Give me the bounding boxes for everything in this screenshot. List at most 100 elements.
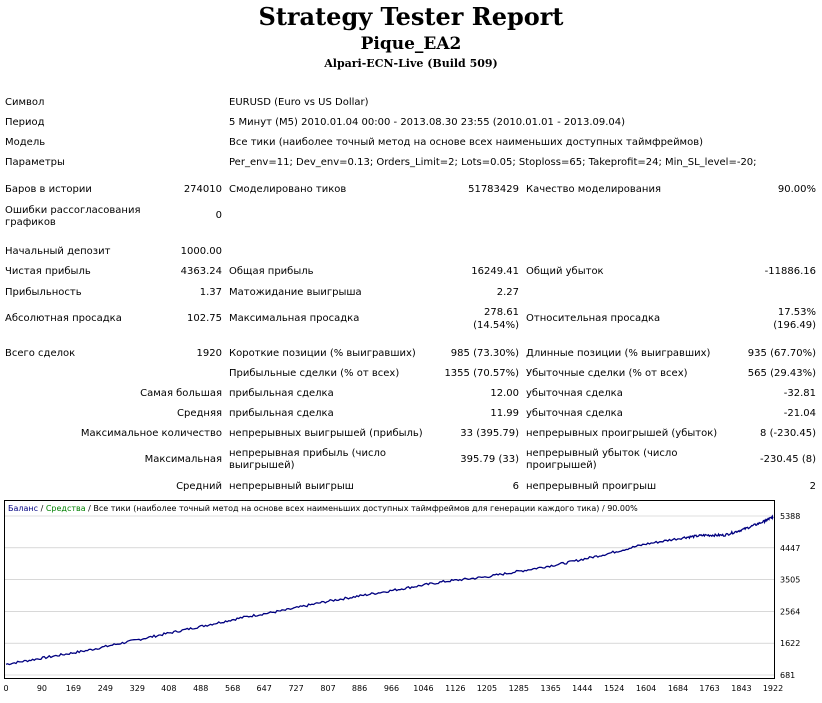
x-tick-label: 1444	[572, 684, 592, 693]
short-positions-label: Короткие позиции (% выигравших)	[229, 348, 416, 359]
loss-trades-label: Убыточные сделки (% от всех)	[526, 368, 688, 379]
legend-separator: /	[38, 504, 46, 513]
x-tick-label: 886	[352, 684, 367, 693]
ticks-label: Смоделировано тиков	[229, 184, 347, 195]
x-tick-label: 647	[257, 684, 272, 693]
x-tick-label: 1604	[636, 684, 656, 693]
cons-profit-label: непрерывная прибыль (число выигрышей)	[229, 448, 386, 471]
balance-series-line	[5, 514, 774, 666]
largest-label: Самая большая	[140, 388, 222, 399]
cons-loss-label: непрерывный убыток (число проигрышей)	[526, 448, 678, 471]
x-axis: 0 90 169 249 329 408 488 568 647 727 807 886 966 1046…	[4, 684, 783, 693]
quality-label: Качество моделирования	[526, 184, 661, 195]
model-label: Модель	[5, 137, 46, 148]
max-drawdown-value: 278.61	[484, 307, 519, 318]
largest-win-value: 12.00	[490, 388, 519, 399]
avg-cons-wins-label: непрерывный выигрыш	[229, 481, 354, 492]
x-tick-label: 1365	[541, 684, 561, 693]
params-value: Per_env=11; Dev_env=0.13; Orders_Limit=2…	[229, 157, 757, 168]
long-positions-value: 935 (67.70%)	[747, 348, 816, 359]
symbol-label: Символ	[5, 97, 45, 108]
rel-drawdown-value: 17.53%	[777, 307, 816, 318]
x-tick-label: 1763	[699, 684, 719, 693]
average-label: Средняя	[177, 408, 222, 419]
avg-cons-losses-value: 2	[809, 481, 816, 492]
svg-text:Баланс / Средства / Все тики (: Баланс / Средства / Все тики (наиболее т…	[8, 504, 638, 513]
profit-factor-label: Прибыльность	[5, 287, 82, 298]
avg-cons-wins-value: 6	[512, 481, 519, 492]
params-label: Параметры	[5, 157, 65, 168]
x-tick-label: 0	[4, 684, 9, 693]
net-profit-label: Чистая прибыль	[5, 266, 91, 277]
x-tick-label: 488	[193, 684, 208, 693]
y-tick-label: 4447	[780, 544, 800, 553]
server-name: Alpari-ECN-Live (Build 509)	[324, 57, 498, 70]
mismatch-value: 0	[215, 210, 222, 221]
total-trades-label: Всего сделок	[5, 348, 76, 359]
ticks-value: 51783429	[468, 184, 519, 195]
legend-equity: Средства	[46, 504, 86, 513]
gross-profit-label: Общая прибыль	[229, 266, 314, 277]
x-tick-label: 1046	[413, 684, 433, 693]
profit-trades-label: Прибыльные сделки (% от всех)	[229, 368, 400, 379]
payoff-value: 2.27	[496, 287, 519, 298]
cons-wins-label: непрерывных выигрышей (прибыль)	[229, 428, 423, 439]
x-tick-label: 90	[37, 684, 47, 693]
legend-description: Все тики (наиболее точный метод на основ…	[93, 504, 638, 513]
x-tick-label: 1684	[668, 684, 688, 693]
x-tick-label: 408	[161, 684, 176, 693]
cons-wins-value: 33 (395.79)	[460, 428, 519, 439]
gross-loss-value: -11886.16	[764, 266, 816, 277]
legend-balance: Баланс	[8, 504, 38, 513]
y-tick-label: 5388	[780, 512, 800, 521]
y-tick-label: 2564	[780, 607, 800, 616]
average-cons-label: Средний	[176, 481, 222, 492]
deposit-label: Начальный депозит	[5, 246, 111, 257]
profit-factor-value: 1.37	[199, 287, 222, 298]
abs-drawdown-label: Абсолютная просадка	[5, 313, 122, 324]
avg-cons-losses-label: непрерывный проигрыш	[526, 481, 657, 492]
model-value: Все тики (наиболее точный метод на основ…	[229, 137, 704, 148]
cons-loss-value: -230.45 (8)	[760, 454, 816, 465]
y-axis: 5388 4447 3505 2564 1622 681	[780, 512, 800, 680]
gross-profit-value: 16249.41	[471, 266, 519, 277]
net-profit-value: 4363.24	[180, 266, 222, 277]
cons-profit-value: 395.79 (33)	[460, 454, 519, 465]
y-tick-label: 1622	[780, 639, 800, 648]
largest-loss-value: -32.81	[783, 388, 816, 399]
bars-value: 274010	[183, 184, 222, 195]
y-tick-label: 3505	[780, 576, 800, 585]
balance-chart: Баланс / Средства / Все тики (наиболее т…	[4, 500, 800, 693]
y-tick-label: 681	[780, 671, 795, 680]
x-tick-label: 169	[66, 684, 81, 693]
max-drawdown-label: Максимальная просадка	[229, 313, 360, 324]
legend-separator-2: /	[86, 504, 94, 513]
x-tick-label: 1205	[477, 684, 497, 693]
rel-drawdown-label: Относительная просадка	[526, 313, 661, 324]
largest-loss-label: убыточная сделка	[526, 388, 623, 399]
period-label: Период	[5, 117, 45, 128]
x-tick-label: 1126	[445, 684, 465, 693]
abs-drawdown-value: 102.75	[187, 313, 222, 324]
max-count-label: Максимальное количество	[80, 428, 222, 439]
deposit-value: 1000.00	[180, 246, 222, 257]
rel-drawdown-amount: (196.49)	[773, 320, 816, 331]
avg-win-label: прибыльная сделка	[229, 408, 334, 419]
largest-win-label: прибыльная сделка	[229, 388, 334, 399]
max-drawdown-percent: (14.54%)	[473, 320, 519, 331]
payoff-label: Матожидание выигрыша	[229, 287, 362, 298]
x-tick-label: 807	[320, 684, 335, 693]
x-tick-label: 1922	[763, 684, 783, 693]
x-tick-label: 568	[225, 684, 240, 693]
long-positions-label: Длинные позиции (% выигравших)	[526, 348, 711, 359]
page-title: Strategy Tester Report	[258, 2, 564, 31]
mismatch-label: Ошибки рассогласования графиков	[5, 205, 141, 228]
bars-label: Баров в истории	[5, 184, 92, 195]
avg-loss-value: -21.04	[783, 408, 816, 419]
x-tick-label: 727	[288, 684, 303, 693]
avg-win-value: 11.99	[490, 408, 519, 419]
x-tick-label: 966	[384, 684, 399, 693]
chart-frame	[4, 500, 775, 679]
symbol-value: EURUSD (Euro vs US Dollar)	[229, 97, 369, 108]
cons-losses-value: 8 (-230.45)	[760, 428, 816, 439]
